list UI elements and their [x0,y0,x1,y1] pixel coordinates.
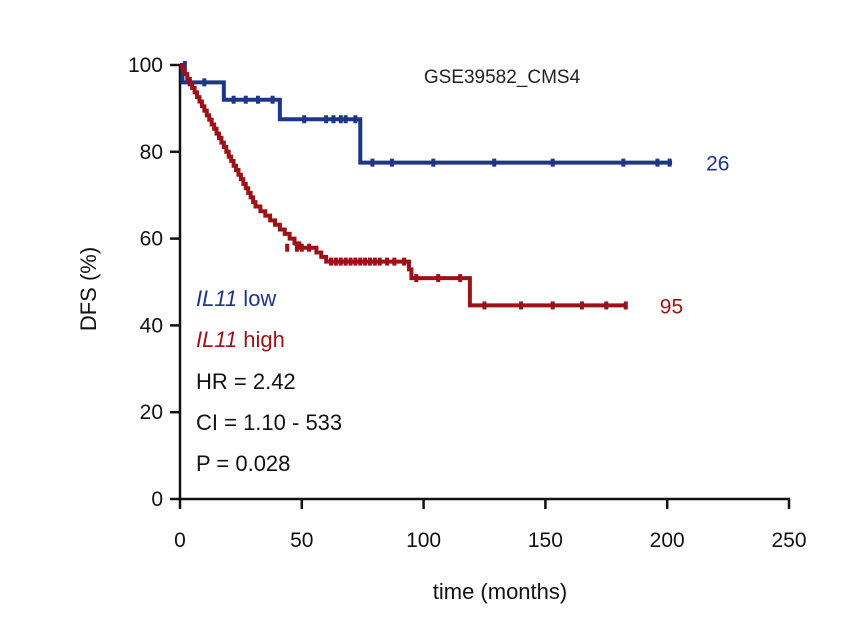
legend-entry: IL11 high [196,327,285,352]
y-tick-label: 0 [151,488,163,511]
axes: 0 50 100 150 200 250 0 20 40 60 80 100 [128,54,807,552]
series-count-label: 26 [706,153,729,176]
series-count-label: 95 [660,295,683,318]
y-tick-label: 40 [140,314,163,337]
legend-entry: IL11 low [196,286,276,311]
p-annotation: P = 0.028 [196,451,290,476]
series-low: 26 [180,61,729,176]
legend: IL11 low IL11 high [196,286,285,352]
series-layer: 26 95 [180,61,729,318]
x-tick-label: 200 [650,529,685,552]
y-tick-label: 100 [128,54,163,77]
ci-annotation: CI = 1.10 - 533 [196,410,342,435]
chart-title: GSE39582_CMS4 [424,67,581,88]
x-tick-label: 100 [406,529,441,552]
km-curve [180,63,626,308]
x-axis-label: time (months) [433,579,567,604]
series-high: 95 [180,63,683,318]
km-curve [180,63,673,165]
hr-annotation: HR = 2.42 [196,369,296,394]
y-axis-label: DFS (%) [76,247,101,331]
x-tick-label: 150 [528,529,563,552]
x-tick-label: 50 [290,529,313,552]
y-tick-label: 60 [140,228,163,251]
y-tick-label: 20 [140,401,163,424]
x-tick-label: 0 [174,529,186,552]
x-tick-label: 250 [771,529,806,552]
y-tick-label: 80 [140,141,163,164]
